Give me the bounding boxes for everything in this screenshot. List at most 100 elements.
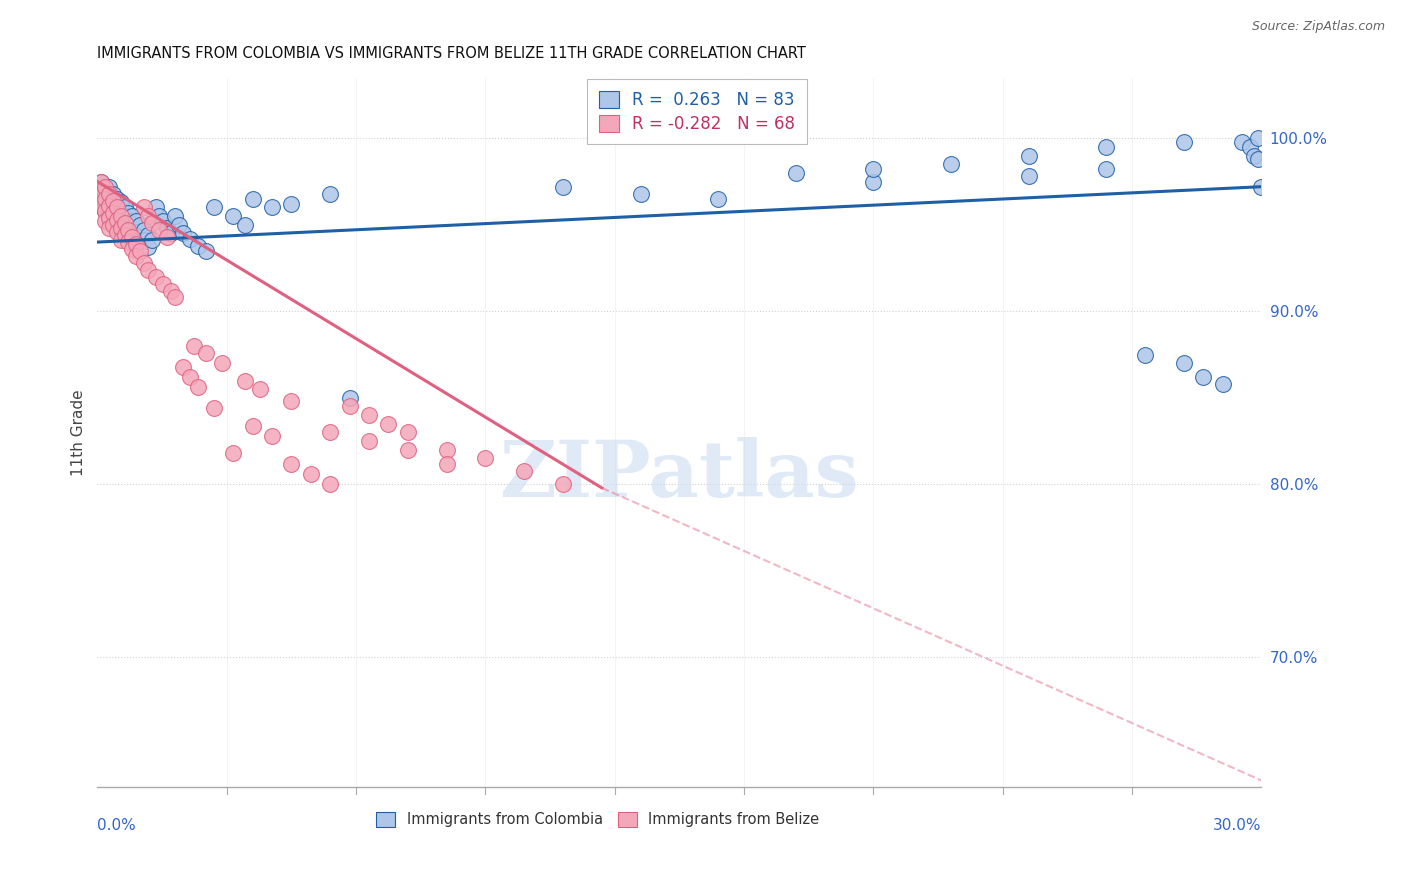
Point (1095, 140, 1118, 154)
Point (163, 290, 186, 304)
Point (121, 219, 143, 234)
Point (148, 223, 170, 237)
Point (98, 186, 121, 201)
Point (141, 216, 163, 230)
Point (242, 418, 264, 433)
Point (187, 380, 209, 394)
Point (110, 233, 132, 247)
Point (1192, 370, 1215, 384)
Point (94, 214, 117, 228)
Text: Source: ZipAtlas.com: Source: ZipAtlas.com (1251, 20, 1385, 33)
Point (172, 227, 194, 241)
Point (121, 209, 143, 223)
Point (114, 201, 136, 215)
Point (167, 218, 190, 232)
Point (163, 209, 186, 223)
Point (114, 228, 136, 243)
Point (110, 203, 132, 218)
Point (105, 201, 128, 215)
Point (195, 244, 218, 258)
Point (110, 214, 132, 228)
Point (280, 197, 302, 211)
Point (136, 240, 159, 254)
Point (172, 359, 194, 374)
Point (1212, 376, 1234, 391)
Point (117, 205, 139, 219)
Point (132, 233, 155, 247)
Text: 30.0%: 30.0% (1213, 818, 1261, 833)
Point (90, 197, 112, 211)
Point (132, 223, 155, 237)
Point (1246, 152, 1268, 166)
Point (299, 467, 322, 481)
Point (1018, 148, 1040, 162)
Point (94, 179, 117, 194)
Legend: Immigrants from Colombia, Immigrants from Belize: Immigrants from Colombia, Immigrants fro… (371, 806, 825, 833)
Point (1250, 179, 1272, 194)
Point (141, 233, 163, 247)
Point (129, 230, 152, 244)
Point (98, 221, 121, 235)
Point (98, 203, 121, 218)
Point (474, 451, 496, 466)
Point (101, 205, 124, 219)
Point (125, 225, 148, 239)
Point (114, 209, 136, 223)
Point (105, 192, 128, 206)
Point (117, 223, 139, 237)
Point (1173, 356, 1195, 370)
Text: IMMIGRANTS FROM COLOMBIA VS IMMIGRANTS FROM BELIZE 11TH GRADE CORRELATION CHART: IMMIGRANTS FROM COLOMBIA VS IMMIGRANTS F… (97, 46, 806, 62)
Point (1246, 131, 1268, 145)
Point (357, 434, 380, 449)
Point (280, 457, 302, 471)
Point (202, 401, 225, 416)
Point (242, 192, 264, 206)
Point (98, 199, 121, 213)
Point (1133, 348, 1156, 362)
Point (551, 179, 574, 194)
Point (136, 262, 159, 277)
Point (1230, 135, 1253, 149)
Point (1243, 148, 1265, 162)
Point (90, 186, 112, 201)
Point (105, 212, 128, 227)
Point (179, 232, 201, 246)
Point (222, 209, 245, 223)
Point (156, 230, 179, 244)
Point (319, 477, 342, 491)
Point (125, 249, 148, 263)
Point (233, 374, 256, 388)
Point (183, 339, 205, 353)
Point (136, 209, 159, 223)
Point (152, 214, 174, 228)
Point (319, 425, 342, 440)
Point (249, 382, 271, 396)
Point (125, 235, 148, 249)
Point (90, 190, 112, 204)
Point (121, 242, 143, 256)
Point (105, 209, 128, 223)
Point (939, 157, 962, 171)
Point (94, 179, 117, 194)
Point (195, 346, 218, 360)
Point (101, 194, 124, 208)
Point (129, 218, 152, 232)
Point (125, 236, 148, 251)
Point (105, 225, 128, 239)
Point (129, 244, 152, 258)
Point (148, 209, 170, 223)
Point (145, 201, 167, 215)
Point (98, 211, 121, 225)
Point (1018, 169, 1040, 184)
Point (260, 201, 283, 215)
Point (117, 214, 139, 228)
Point (551, 477, 574, 491)
Point (110, 195, 132, 210)
Point (90, 174, 112, 188)
Point (222, 446, 245, 460)
Point (98, 195, 121, 210)
Point (179, 370, 201, 384)
Point (90, 183, 112, 197)
Point (513, 464, 536, 478)
Point (862, 174, 884, 188)
